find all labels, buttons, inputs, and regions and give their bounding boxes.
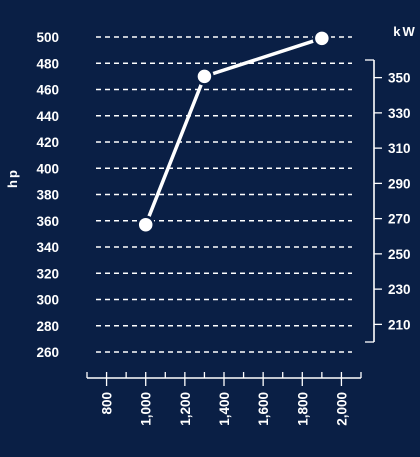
y2-tick-label: 270 — [388, 212, 411, 227]
y-tick-label: 320 — [36, 266, 59, 281]
y-tick-label: 420 — [36, 135, 59, 150]
y-tick-label: 500 — [36, 30, 59, 45]
x-tick-label: 1,000 — [139, 392, 154, 426]
data-point — [195, 67, 214, 86]
y2-tick-label: 250 — [388, 247, 411, 262]
x-tick-label: 1,400 — [217, 392, 232, 426]
y-tick-label: 380 — [36, 188, 59, 203]
x-axis-rpm: 800 1,000 1,200 1,400 1,600 1,800 2,000 — [86, 372, 362, 426]
x-tick-label: 1,600 — [256, 392, 271, 426]
y2-tick-label: 230 — [388, 282, 411, 297]
y2-tick-label: 290 — [388, 176, 411, 191]
x-tick-label: 800 — [100, 392, 115, 415]
y2-tick-label: 310 — [388, 141, 411, 156]
data-point — [136, 215, 155, 234]
gridlines — [96, 36, 352, 353]
series-line — [144, 36, 323, 226]
y-tick-label: 480 — [36, 56, 59, 71]
y2-tick-label: 210 — [388, 317, 411, 332]
series — [136, 29, 332, 234]
y-axis-title-hp: hp — [5, 168, 20, 188]
y-tick-label: 260 — [36, 345, 59, 360]
y-tick-label: 460 — [36, 83, 59, 98]
y2-tick-label: 350 — [388, 71, 411, 86]
x-tick-label: 1,800 — [295, 392, 310, 426]
data-point — [312, 29, 332, 48]
y-axis-kw: 210 230 250 270 290 310 330 350 — [365, 59, 411, 343]
y2-axis-title-kw: kW — [393, 24, 417, 39]
y-tick-label: 340 — [36, 240, 59, 255]
y-tick-label: 360 — [36, 214, 59, 229]
y-axis-hp: 260 280 300 320 340 360 380 400 420 440 460 480 500 — [36, 30, 59, 360]
x-tick-label: 2,000 — [334, 392, 349, 426]
y-tick-label: 440 — [36, 109, 59, 124]
y-tick-label: 280 — [36, 319, 59, 334]
x-tick-label: 1,200 — [178, 392, 193, 426]
y-tick-label: 400 — [36, 161, 59, 176]
y-tick-label: 300 — [36, 293, 59, 308]
y2-tick-label: 330 — [388, 106, 411, 121]
